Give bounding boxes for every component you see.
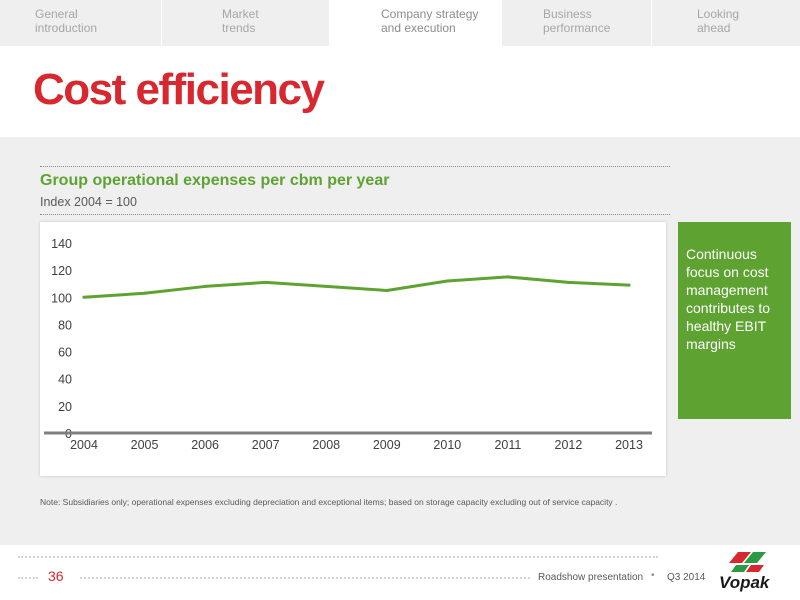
x-tick-label: 2007 <box>252 438 280 452</box>
y-tick-label: 20 <box>58 400 72 414</box>
x-tick-label: 2004 <box>70 438 98 452</box>
x-tick-label: 2009 <box>373 438 401 452</box>
callout-box: Continuous focus on cost management cont… <box>678 222 791 419</box>
y-tick-label: 40 <box>58 373 72 387</box>
logo-wordmark: Vopak <box>719 573 771 592</box>
data-point <box>82 295 86 299</box>
y-tick-label: 60 <box>58 346 72 360</box>
line-chart: 0204060801001201402004200520062007200820… <box>44 237 652 452</box>
x-tick-label: 2010 <box>433 438 461 452</box>
y-tick-label: 120 <box>51 264 72 278</box>
x-tick-label: 2005 <box>131 438 159 452</box>
x-tick-label: 2006 <box>191 438 219 452</box>
tab-business-performance[interactable]: Business performance <box>502 0 652 46</box>
footer-divider <box>18 577 38 579</box>
period-label: Q3 2014 <box>667 572 706 583</box>
footer-divider <box>18 556 658 558</box>
data-point <box>627 283 631 287</box>
chart-subtitle: Index 2004 = 100 <box>40 195 137 209</box>
y-tick-label: 80 <box>58 318 72 332</box>
x-tick-label: 2011 <box>494 438 521 452</box>
tab-market-trends[interactable]: Market trends <box>162 0 330 46</box>
tab-label: General introduction <box>35 7 98 35</box>
divider <box>40 214 670 215</box>
page-title: Cost efficiency <box>33 65 325 114</box>
page-number: 36 <box>48 568 64 584</box>
data-point <box>143 291 147 295</box>
data-point <box>445 279 449 283</box>
divider <box>40 166 670 167</box>
section-nav: General introduction Market trends Compa… <box>0 0 800 46</box>
chart-panel: 0204060801001201402004200520062007200820… <box>40 222 666 476</box>
tab-label: Market trends <box>222 7 259 35</box>
logo-mark-icon <box>729 552 766 572</box>
data-point <box>203 284 207 288</box>
footer-separator: • <box>651 570 655 581</box>
tab-looking-ahead[interactable]: Looking ahead <box>652 0 800 46</box>
tab-company-strategy[interactable]: Company strategy and execution <box>330 0 502 46</box>
tab-label: Looking ahead <box>697 7 740 35</box>
data-point <box>264 280 268 284</box>
data-point <box>566 280 570 284</box>
chart-title: Group operational expenses per cbm per y… <box>40 172 390 189</box>
x-tick-label: 2008 <box>312 438 340 452</box>
data-point <box>385 289 389 292</box>
tab-general-introduction[interactable]: General introduction <box>0 0 162 46</box>
data-point <box>506 275 510 279</box>
series-line <box>82 275 631 299</box>
x-tick-label: 2013 <box>615 438 643 452</box>
vopak-logo: Vopak <box>711 550 787 594</box>
y-tick-label: 140 <box>51 237 72 251</box>
y-tick-label: 100 <box>51 291 72 305</box>
tab-label: Business performance <box>543 7 611 35</box>
data-point <box>324 284 328 288</box>
tab-label: Company strategy and execution <box>381 7 479 35</box>
footer-divider <box>80 577 530 579</box>
x-tick-label: 2012 <box>555 438 583 452</box>
presentation-name: Roadshow presentation <box>538 572 644 583</box>
footnote: Note: Subsidiaries only; operational exp… <box>40 497 618 507</box>
